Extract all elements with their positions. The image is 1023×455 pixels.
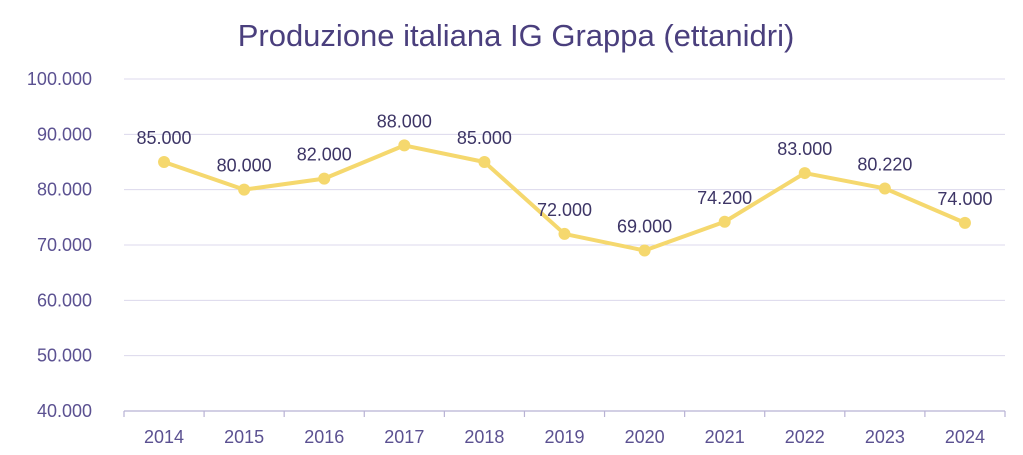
x-axis xyxy=(123,410,1006,417)
data-point xyxy=(798,167,811,180)
data-label: 85.000 xyxy=(137,128,192,148)
y-tick-label: 50.000 xyxy=(37,346,92,366)
y-tick-label: 80.000 xyxy=(37,180,92,200)
chart-title: Produzione italiana IG Grappa (ettanidri… xyxy=(238,18,795,53)
x-tick-label: 2014 xyxy=(144,427,184,447)
data-label: 74.200 xyxy=(697,188,752,208)
data-point xyxy=(238,183,251,196)
data-point xyxy=(878,182,891,195)
data-point xyxy=(718,215,731,228)
x-tick-label: 2022 xyxy=(785,427,825,447)
data-label: 88.000 xyxy=(377,111,432,131)
data-point xyxy=(158,156,171,168)
grid-lines xyxy=(124,78,1005,357)
data-label: 80.220 xyxy=(857,154,912,174)
x-tick-label: 2024 xyxy=(945,427,985,447)
data-point xyxy=(638,244,651,257)
data-label: 85.000 xyxy=(457,128,512,148)
y-tick-label: 90.000 xyxy=(37,124,92,144)
series-grappa xyxy=(158,139,971,257)
data-label: 80.000 xyxy=(217,156,272,176)
data-point xyxy=(958,216,971,229)
x-tick-label: 2020 xyxy=(625,427,665,447)
x-tick-label: 2016 xyxy=(304,427,344,447)
data-label: 69.000 xyxy=(617,217,672,237)
data-label: 72.000 xyxy=(537,200,592,220)
y-tick-label: 100.000 xyxy=(27,69,92,89)
data-point xyxy=(398,139,411,152)
x-axis-ticks: 2014 2015 2016 2017 2018 2019 2020 2021 2022 2023… xyxy=(144,427,985,447)
data-point xyxy=(318,172,331,185)
x-tick-label: 2015 xyxy=(224,427,264,447)
data-labels: 85.000 80.000 82.000 88.000 85.000 72.000 69.0… xyxy=(137,111,993,236)
y-tick-label: 60.000 xyxy=(37,290,92,310)
data-label: 83.000 xyxy=(777,139,832,159)
x-tick-label: 2017 xyxy=(384,427,424,447)
x-tick-label: 2023 xyxy=(865,427,905,447)
y-axis-ticks: 40.000 50.000 60.000 70.000 80.000 90.000 100.… xyxy=(27,69,92,421)
data-point xyxy=(558,227,571,240)
data-point xyxy=(478,156,491,168)
y-tick-label: 40.000 xyxy=(37,401,92,421)
data-label: 82.000 xyxy=(297,145,352,165)
x-tick-label: 2019 xyxy=(544,427,584,447)
data-label: 74.000 xyxy=(937,189,992,209)
y-tick-label: 70.000 xyxy=(37,235,92,255)
x-tick-label: 2018 xyxy=(464,427,504,447)
x-tick-label: 2021 xyxy=(705,427,745,447)
